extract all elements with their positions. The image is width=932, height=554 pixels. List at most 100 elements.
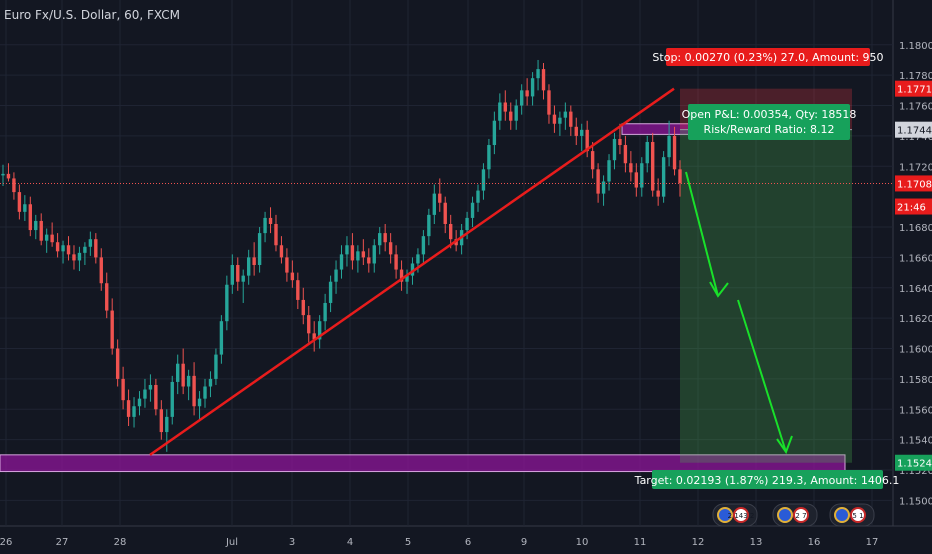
- candle-body: [629, 163, 633, 173]
- candle-body: [66, 245, 71, 255]
- candle-body: [274, 223, 278, 246]
- candle-body: [285, 257, 289, 273]
- candle-body: [263, 217, 267, 234]
- candle-body: [345, 245, 349, 255]
- candle-body: [186, 375, 191, 387]
- candle-body: [334, 269, 338, 282]
- y-tick-label: 1.15200: [899, 466, 932, 477]
- candle-body: [225, 284, 229, 322]
- candle-body: [23, 204, 27, 212]
- candle-body: [115, 348, 120, 379]
- candle-body: [72, 254, 76, 261]
- candle-body: [356, 251, 360, 261]
- candle-body: [525, 90, 529, 97]
- y-tick-label: 1.15600: [899, 405, 932, 416]
- candle-body: [154, 384, 158, 410]
- candle-body: [301, 299, 305, 316]
- y-tick-label: 1.18000: [899, 41, 932, 52]
- candle-body: [672, 135, 677, 170]
- candle-body: [192, 375, 196, 407]
- candle-body: [339, 254, 344, 270]
- x-tick-label: 5: [405, 537, 411, 548]
- candle-body: [476, 190, 480, 203]
- event-flag-icon: [777, 507, 793, 523]
- candle-body: [640, 163, 644, 188]
- candle-body: [487, 145, 491, 170]
- x-tick-label: 11: [634, 537, 647, 548]
- y-tick-label: 1.17800: [899, 71, 932, 82]
- candle-body: [399, 269, 404, 282]
- candle-body: [50, 234, 54, 243]
- candle-body: [481, 169, 486, 191]
- x-tick-label: 13: [750, 537, 763, 548]
- candle-body: [328, 281, 333, 303]
- entry-price-box: [895, 121, 932, 138]
- y-tick-label: 1.16800: [899, 223, 932, 234]
- candle-body: [432, 193, 437, 215]
- y-tick-label: 1.17600: [899, 102, 932, 113]
- candle-body: [410, 263, 415, 276]
- candle-body: [509, 111, 513, 121]
- drawings[interactable]: [0, 87, 893, 456]
- current-price-box: [895, 175, 932, 192]
- y-tick-label: 1.15000: [899, 496, 932, 507]
- stop-label-box: [666, 48, 870, 66]
- candle-body: [290, 272, 295, 281]
- candle-body: [230, 265, 234, 285]
- candle-body: [651, 141, 655, 191]
- candle-body: [208, 378, 213, 387]
- candle-body: [219, 321, 224, 355]
- candle-body: [361, 251, 366, 258]
- candle-body: [465, 217, 469, 231]
- projection-arrow-1-head: [709, 281, 729, 298]
- candle-body: [132, 406, 136, 417]
- candle-body: [110, 310, 114, 349]
- x-tick-label: 17: [866, 537, 879, 548]
- candle-body: [28, 204, 32, 231]
- candle-body: [44, 234, 49, 241]
- candle-body: [39, 220, 43, 241]
- candles: [1, 59, 682, 452]
- position-tool[interactable]: Stop: 0.00270 (0.23%) 27.0, Amount: 950 O…: [634, 48, 900, 489]
- candle-body: [170, 381, 174, 417]
- candle-body: [246, 257, 251, 276]
- y-tick-label: 1.16600: [899, 253, 932, 264]
- candle-body: [530, 78, 535, 97]
- candle-body: [372, 245, 376, 264]
- candle-body: [61, 245, 65, 252]
- candle-body: [443, 202, 447, 224]
- candle-body: [574, 126, 578, 136]
- target-label: Target: 0.02193 (1.87%) 219.3, Amount: 1…: [634, 474, 900, 487]
- candle-body: [296, 280, 300, 300]
- event-flag-icon: [793, 507, 809, 523]
- x-tick-label: 9: [521, 537, 527, 548]
- x-tick-label: 6: [465, 537, 471, 548]
- open-pl-label: Open P&L: 0.00354, Qty: 18518: [682, 108, 857, 121]
- x-tick-label: 4: [347, 537, 353, 548]
- x-tick-label: 28: [114, 537, 127, 548]
- candle-body: [105, 283, 109, 311]
- target-label-box: [652, 470, 883, 489]
- candle-body: [590, 151, 595, 170]
- candle-body: [197, 398, 202, 407]
- candle-body: [121, 378, 125, 401]
- candle-body: [378, 233, 382, 246]
- candle-body: [427, 214, 431, 237]
- trend-line: [149, 87, 675, 456]
- candle-body: [12, 178, 16, 193]
- x-tick-label: 3: [289, 537, 295, 548]
- y-tick-label: 1.15800: [899, 375, 932, 386]
- candle-body: [165, 416, 169, 433]
- candle-body: [307, 315, 311, 334]
- events[interactable]: 2 143 2 2 7 5 1: [712, 503, 875, 527]
- candle-body: [77, 252, 82, 261]
- candle-body: [1, 173, 5, 176]
- projection-arrow-2-head: [776, 435, 793, 455]
- zones: [0, 123, 846, 473]
- projection-arrow-2: [737, 299, 787, 453]
- stop-label: Stop: 0.00270 (0.23%) 27.0, Amount: 950: [652, 51, 883, 64]
- candle-body: [519, 90, 524, 106]
